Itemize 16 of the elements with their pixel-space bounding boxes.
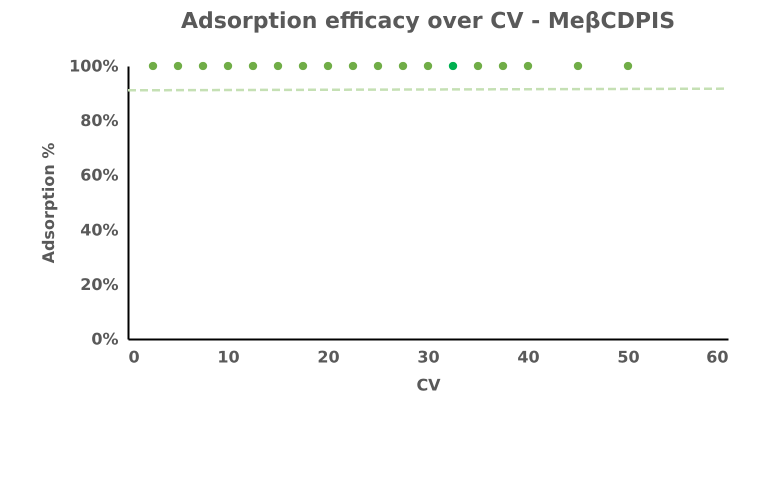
x-tick-label: 60 <box>706 348 728 366</box>
y-tick-label: 0% <box>91 330 118 348</box>
y-tick-label: 60% <box>80 166 118 185</box>
y-tick-label: 80% <box>80 111 118 130</box>
chart-title: Adsorption efficacy over CV - MeβCDPIS <box>180 9 676 34</box>
x-tick-label: 0 <box>128 348 140 366</box>
x-tick-label: 40 <box>517 348 540 366</box>
y-axis-title: Adsorption % <box>39 142 58 264</box>
y-tick-label: 100% <box>69 56 118 76</box>
y-tick-label: 40% <box>80 220 118 240</box>
x-axis-title: CV <box>416 376 442 394</box>
x-tick-label: 50 <box>617 348 640 366</box>
x-tick-label: 10 <box>217 348 240 366</box>
y-tick-label: 20% <box>80 274 118 294</box>
x-tick-label: 20 <box>317 348 340 366</box>
x-tick-label: 30 <box>417 348 440 366</box>
